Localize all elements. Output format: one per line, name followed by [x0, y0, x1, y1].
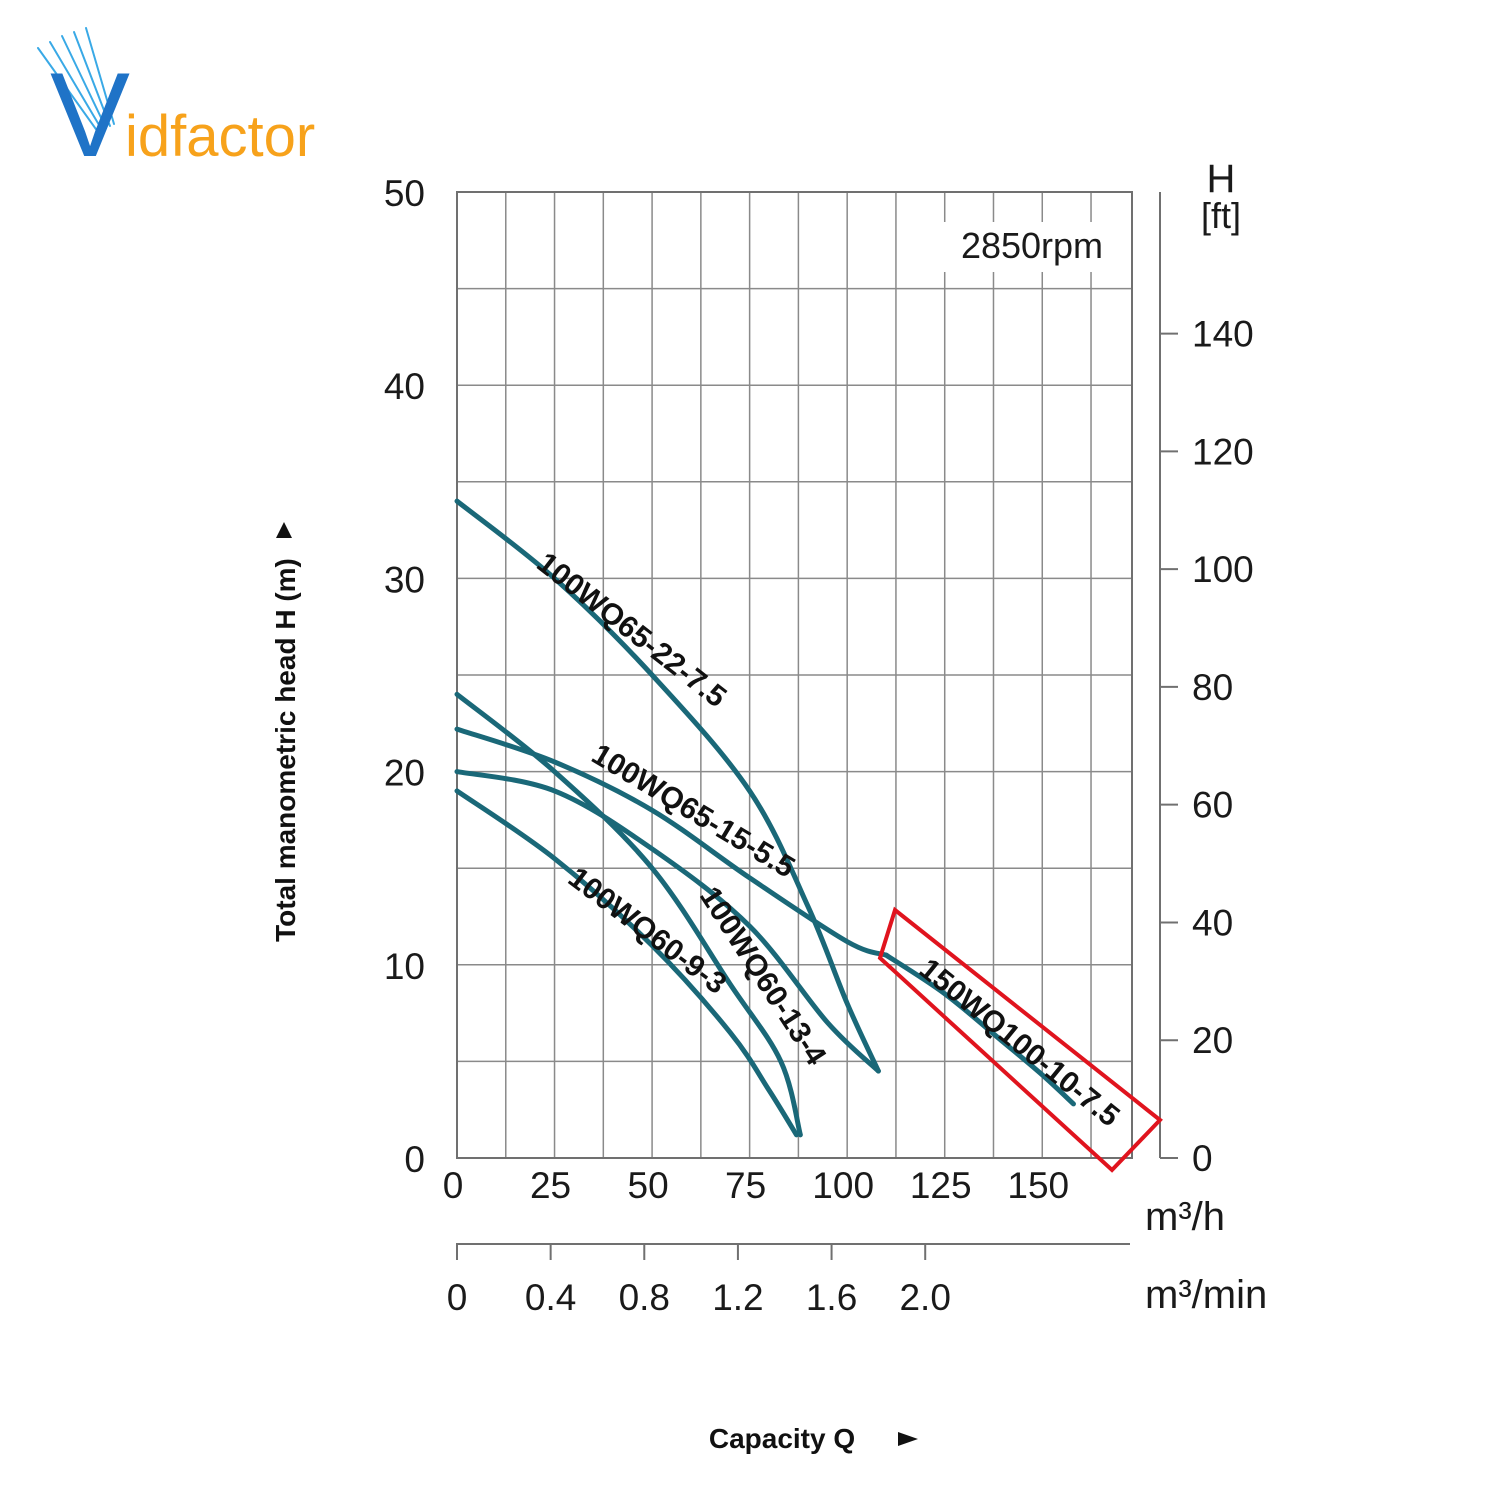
curve-line [454, 769, 881, 1074]
series-labels: 100WQ65-22-7.5100WQ65-15-5.5150WQ100-10-… [531, 546, 1126, 1133]
curve-label: 100WQ60-9-3 [562, 861, 732, 1001]
x2-tick-label: 2.0 [899, 1277, 950, 1318]
y2-axis-title-unit: [ft] [1201, 195, 1241, 236]
y-axis-title-group: Total manometric head H (m) [270, 558, 301, 942]
x2-tick-label: 0.4 [525, 1277, 576, 1318]
y2-tick-label: 20 [1192, 1020, 1233, 1061]
y2-tick-label: 60 [1192, 785, 1233, 826]
x-axis-unit-m3h: m³/h [1145, 1195, 1225, 1239]
highlight-box [877, 906, 1163, 1173]
logo-initial: V [50, 48, 130, 170]
x2-axis-unit-m3min: m³/min [1145, 1273, 1267, 1317]
x2-tick-label: 0.8 [619, 1277, 670, 1318]
x-tick-label: 150 [1007, 1165, 1069, 1206]
y-axis-title: Total manometric head H (m) [270, 558, 301, 942]
curve-label: 100WQ65-15-5.5 [586, 738, 800, 885]
x-tick-label: 50 [628, 1165, 669, 1206]
y2-tick-label: 40 [1192, 902, 1233, 943]
y2-axis-title-h: H [1207, 157, 1236, 201]
x-tick-label: 125 [910, 1165, 972, 1206]
x2-axis: 0 0.4 0.8 1.2 1.6 2.0 m³/min [447, 1243, 1267, 1318]
y-tick-label: 30 [384, 559, 425, 600]
y-tick-label: 0 [404, 1139, 425, 1180]
rpm-annotation: 2850rpm [961, 225, 1103, 266]
y-tick-label: 50 [384, 173, 425, 214]
curve-line [883, 952, 1076, 1107]
x-tick-label: 25 [530, 1165, 571, 1206]
x-tick-label: 0 [443, 1165, 464, 1206]
y2-tick-label: 140 [1192, 314, 1254, 355]
rpm-label-bg [940, 222, 1122, 272]
x-axis-arrow-icon [898, 1432, 918, 1446]
y-tick-label: 10 [384, 946, 425, 987]
x-axis-ticks: 0 25 50 75 100 125 150 [443, 1165, 1069, 1206]
series-curves [454, 498, 1076, 1138]
curve-line [454, 726, 889, 958]
y2-axis: H [ft] 0 20 40 60 80 100 120 140 [1159, 157, 1254, 1179]
logo-wordmark: idfactor [125, 104, 315, 169]
y-axis-arrow-icon [276, 522, 292, 538]
logo-graphic: V idfactor [37, 27, 315, 182]
y2-tick-label: 120 [1192, 431, 1254, 472]
x2-tick-label: 0 [447, 1277, 468, 1318]
curve-line [454, 498, 881, 1074]
y2-tick-label: 80 [1192, 667, 1233, 708]
x-axis-title: Capacity Q [709, 1423, 855, 1454]
y-tick-label: 20 [384, 753, 425, 794]
curve-label: 100WQ65-22-7.5 [531, 546, 733, 714]
y-axis-ticks: 0 10 20 30 40 50 [384, 173, 425, 1180]
x2-tick-label: 1.6 [806, 1277, 857, 1318]
curve-line [454, 691, 803, 1138]
plot-frame [456, 191, 1133, 1159]
vidfactor-logo: V idfactor [30, 20, 390, 182]
y-tick-label: 40 [384, 366, 425, 407]
x2-tick-label: 1.2 [712, 1277, 763, 1318]
x-tick-label: 100 [812, 1165, 874, 1206]
y2-axis-ticks: 0 20 40 60 80 100 120 140 [1160, 314, 1254, 1179]
x-tick-label: 75 [725, 1165, 766, 1206]
curve-line [454, 788, 799, 1138]
logo-wing-icon [37, 27, 115, 133]
y2-tick-label: 100 [1192, 549, 1254, 590]
y2-tick-label: 0 [1192, 1138, 1213, 1179]
x2-axis-ticks: 0 0.4 0.8 1.2 1.6 2.0 [447, 1244, 951, 1318]
